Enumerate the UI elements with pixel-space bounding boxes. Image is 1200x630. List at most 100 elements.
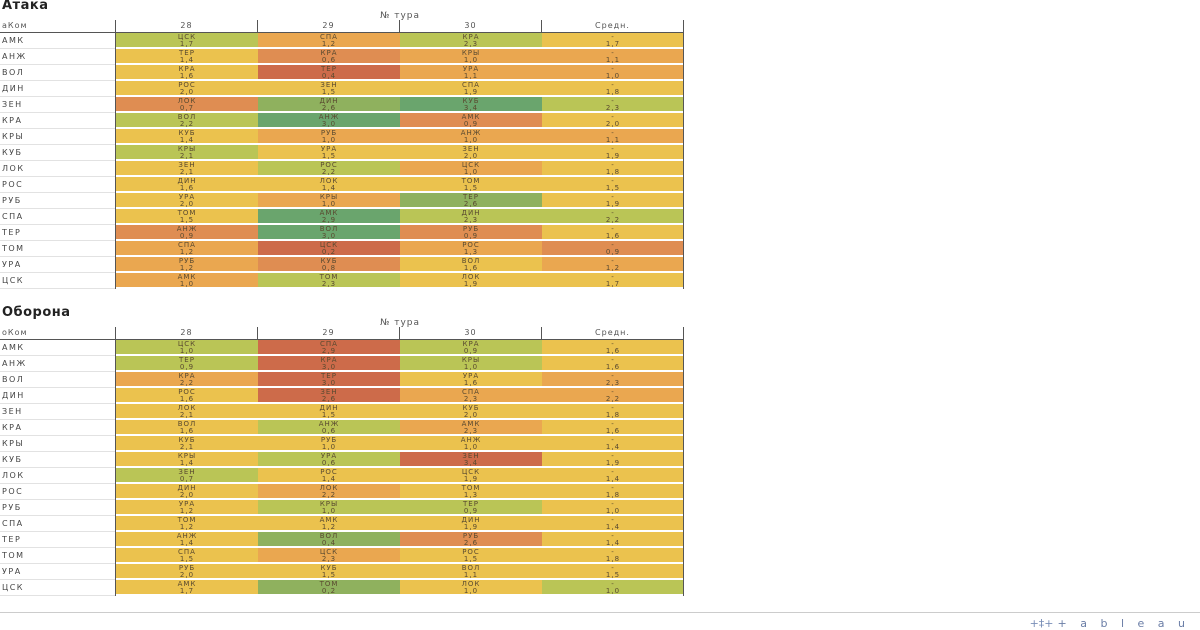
- heat-cell[interactable]: РУБ 1,0: [258, 129, 400, 144]
- heat-cell[interactable]: КРЫ 2,1: [116, 145, 258, 160]
- team-label[interactable]: ЗЕН: [2, 407, 23, 416]
- heat-cell[interactable]: -2,3: [542, 97, 684, 112]
- heat-cell[interactable]: -1,4: [542, 532, 684, 547]
- heat-cell[interactable]: -1,0: [542, 500, 684, 515]
- heat-cell[interactable]: ЛОК 1,9: [400, 273, 542, 288]
- heat-cell[interactable]: -1,4: [542, 516, 684, 531]
- team-label[interactable]: ТОМ: [2, 551, 25, 560]
- heat-cell[interactable]: РОС 1,4: [258, 468, 400, 483]
- team-label[interactable]: СПА: [2, 212, 24, 221]
- heat-cell[interactable]: ВОЛ 3,0: [258, 225, 400, 240]
- heat-cell[interactable]: АМК 2,9: [258, 209, 400, 224]
- heat-cell[interactable]: -1,2: [542, 257, 684, 272]
- heat-cell[interactable]: АНЖ 1,4: [116, 532, 258, 547]
- heat-cell[interactable]: РОС 2,0: [116, 81, 258, 96]
- heat-cell[interactable]: -1,8: [542, 484, 684, 499]
- heat-cell[interactable]: УРА 2,0: [116, 193, 258, 208]
- heat-cell[interactable]: ТОМ 0,2: [258, 580, 400, 595]
- team-label[interactable]: ДИН: [2, 391, 25, 400]
- team-label[interactable]: ЦСК: [2, 583, 24, 592]
- heat-cell[interactable]: ЗЕН 2,1: [116, 161, 258, 176]
- heat-cell[interactable]: КУБ 1,4: [116, 129, 258, 144]
- heat-cell[interactable]: СПА 1,5: [116, 548, 258, 563]
- team-label[interactable]: ТОМ: [2, 244, 25, 253]
- heat-cell[interactable]: -1,1: [542, 129, 684, 144]
- heat-cell[interactable]: -1,4: [542, 436, 684, 451]
- heat-cell[interactable]: ВОЛ 2,2: [116, 113, 258, 128]
- team-label[interactable]: КУБ: [2, 148, 23, 157]
- heat-cell[interactable]: ДИН 2,0: [116, 484, 258, 499]
- team-label[interactable]: РУБ: [2, 503, 22, 512]
- team-label[interactable]: ВОЛ: [2, 375, 25, 384]
- heat-cell[interactable]: УРА 1,5: [258, 145, 400, 160]
- team-label[interactable]: СПА: [2, 519, 24, 528]
- heat-cell[interactable]: ДИН 2,3: [400, 209, 542, 224]
- heat-cell[interactable]: КРЫ 1,0: [258, 500, 400, 515]
- heat-cell[interactable]: ТОМ 1,3: [400, 484, 542, 499]
- team-label[interactable]: ЛОК: [2, 164, 25, 173]
- heat-cell[interactable]: КРЫ 1,4: [116, 452, 258, 467]
- heat-cell[interactable]: ЛОК 2,1: [116, 404, 258, 419]
- heat-cell[interactable]: ВОЛ 1,6: [116, 420, 258, 435]
- heat-cell[interactable]: КРЫ 1,0: [400, 49, 542, 64]
- heat-cell[interactable]: СПА 1,2: [116, 241, 258, 256]
- heat-cell[interactable]: ДИН 1,9: [400, 516, 542, 531]
- heat-cell[interactable]: АНЖ 1,0: [400, 436, 542, 451]
- team-label[interactable]: ТЕР: [2, 228, 22, 237]
- team-label[interactable]: КРА: [2, 116, 23, 125]
- heat-cell[interactable]: -1,5: [542, 564, 684, 579]
- heat-cell[interactable]: ТОМ 1,5: [400, 177, 542, 192]
- heat-cell[interactable]: УРА 1,6: [400, 372, 542, 387]
- heat-cell[interactable]: РУБ 1,0: [258, 436, 400, 451]
- heat-cell[interactable]: РОС 1,5: [400, 548, 542, 563]
- heat-cell[interactable]: ЦСК 1,0: [116, 340, 258, 355]
- heat-cell[interactable]: ТОМ 2,3: [258, 273, 400, 288]
- team-label[interactable]: ЦСК: [2, 276, 24, 285]
- heat-cell[interactable]: ЛОК 0,7: [116, 97, 258, 112]
- heat-cell[interactable]: -1,1: [542, 49, 684, 64]
- heat-cell[interactable]: -2,3: [542, 372, 684, 387]
- heat-cell[interactable]: ЗЕН 2,6: [258, 388, 400, 403]
- heat-cell[interactable]: -1,4: [542, 468, 684, 483]
- team-label[interactable]: РУБ: [2, 196, 22, 205]
- heat-cell[interactable]: АНЖ 0,9: [116, 225, 258, 240]
- heat-cell[interactable]: КРА 0,9: [400, 340, 542, 355]
- heat-cell[interactable]: РУБ 0,9: [400, 225, 542, 240]
- team-label[interactable]: УРА: [2, 260, 22, 269]
- team-label[interactable]: ЛОК: [2, 471, 25, 480]
- heat-cell[interactable]: РОС 1,6: [116, 388, 258, 403]
- heat-cell[interactable]: -2,2: [542, 388, 684, 403]
- team-label[interactable]: КРА: [2, 423, 23, 432]
- heat-cell[interactable]: -1,5: [542, 177, 684, 192]
- heat-cell[interactable]: -1,8: [542, 548, 684, 563]
- heat-cell[interactable]: КРЫ 1,0: [258, 193, 400, 208]
- heat-cell[interactable]: УРА 1,2: [116, 500, 258, 515]
- heat-cell[interactable]: ТЕР 2,6: [400, 193, 542, 208]
- team-label[interactable]: АМК: [2, 36, 25, 45]
- team-label[interactable]: УРА: [2, 567, 22, 576]
- heat-cell[interactable]: РУБ 2,6: [400, 532, 542, 547]
- column-header[interactable]: 30: [400, 20, 542, 32]
- heat-cell[interactable]: РОС 2,2: [258, 161, 400, 176]
- heat-cell[interactable]: СПА 1,9: [400, 81, 542, 96]
- heat-cell[interactable]: -1,6: [542, 420, 684, 435]
- team-label[interactable]: АНЖ: [2, 359, 27, 368]
- heat-cell[interactable]: КУБ 1,5: [258, 564, 400, 579]
- heat-cell[interactable]: ЛОК 1,4: [258, 177, 400, 192]
- heat-cell[interactable]: -1,8: [542, 161, 684, 176]
- heat-cell[interactable]: ЦСК 1,0: [400, 161, 542, 176]
- heat-cell[interactable]: АНЖ 0,6: [258, 420, 400, 435]
- heat-cell[interactable]: КРА 2,2: [116, 372, 258, 387]
- heat-cell[interactable]: -1,9: [542, 193, 684, 208]
- heat-cell[interactable]: ВОЛ 1,6: [400, 257, 542, 272]
- heat-cell[interactable]: -2,0: [542, 113, 684, 128]
- heat-cell[interactable]: РОС 1,3: [400, 241, 542, 256]
- heat-cell[interactable]: КУБ 0,8: [258, 257, 400, 272]
- heat-cell[interactable]: УРА 1,1: [400, 65, 542, 80]
- column-header[interactable]: Средн.: [542, 20, 684, 32]
- heat-cell[interactable]: КУБ 2,0: [400, 404, 542, 419]
- heat-cell[interactable]: СПА 2,9: [258, 340, 400, 355]
- heat-cell[interactable]: ДИН 1,5: [258, 404, 400, 419]
- heat-cell[interactable]: -1,0: [542, 580, 684, 595]
- column-header[interactable]: 29: [258, 327, 400, 339]
